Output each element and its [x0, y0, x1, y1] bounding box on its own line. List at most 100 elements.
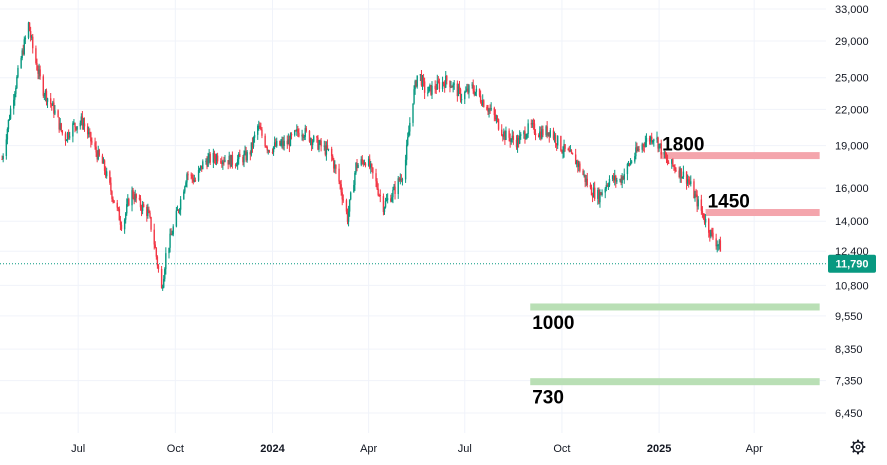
candle-body	[627, 163, 630, 165]
candle-body	[495, 118, 498, 120]
candle-body	[24, 37, 27, 40]
candle-body	[266, 147, 268, 151]
candle-body	[401, 179, 404, 181]
candle-body	[317, 137, 319, 150]
candle-body	[148, 209, 150, 213]
candle-body	[607, 185, 610, 187]
candle-body	[318, 143, 320, 150]
candle-body	[286, 140, 289, 145]
gear-icon[interactable]	[850, 439, 866, 455]
candle-body	[644, 141, 647, 147]
candle-body	[525, 137, 527, 140]
candle-body	[416, 75, 418, 87]
candle-body	[341, 192, 343, 200]
candle-body	[104, 170, 107, 177]
y-axis[interactable]: 33,000 29,000 25,000 22,000 19,000 16,000 14,0…	[828, 4, 876, 420]
candle-body	[101, 155, 104, 164]
candle-body	[271, 151, 274, 153]
y-tick-label: 8,350	[835, 344, 863, 356]
candle-body	[147, 209, 149, 216]
candle-body	[258, 125, 260, 127]
candle-body	[518, 135, 521, 144]
candle-body	[316, 136, 318, 138]
candle-body	[620, 179, 622, 184]
candle-body	[54, 110, 56, 114]
candle-body	[626, 163, 629, 175]
candle-body	[712, 232, 714, 239]
candle-body	[619, 179, 621, 181]
candle-body	[202, 161, 204, 170]
candle-body	[527, 123, 529, 135]
candle-body	[13, 99, 15, 109]
candle-body	[657, 137, 659, 149]
candle-body	[534, 133, 537, 136]
candle-body	[574, 154, 577, 165]
candle-body	[501, 129, 503, 136]
candle-body	[430, 85, 432, 95]
candle-body	[220, 161, 222, 163]
candle-body	[368, 158, 371, 168]
candle-body	[674, 166, 676, 171]
candle-body	[399, 178, 402, 181]
candle-body	[400, 178, 403, 181]
candle-body	[700, 199, 703, 211]
candle-body	[44, 90, 47, 96]
candle-body	[324, 145, 327, 155]
candle-body	[176, 209, 179, 211]
candle-body	[436, 80, 438, 90]
candle-body	[531, 122, 534, 125]
candle-body	[637, 149, 639, 151]
candle-body	[671, 159, 673, 164]
candle-body	[360, 159, 362, 165]
candle-body	[710, 229, 712, 237]
candle-body	[21, 50, 23, 59]
candle-body	[35, 48, 37, 64]
candle-body	[165, 253, 167, 270]
candle-body	[96, 152, 98, 160]
candle-body	[45, 90, 48, 102]
candle-body	[452, 83, 454, 88]
candle-body	[530, 123, 533, 125]
candle-body	[554, 135, 557, 144]
candle-body	[409, 122, 411, 132]
candle-body	[539, 131, 541, 138]
candle-body	[471, 84, 473, 86]
candle-body	[156, 256, 159, 266]
candle-body	[446, 75, 448, 81]
candle-body	[664, 151, 667, 158]
candle-body	[537, 135, 540, 138]
candle-body	[150, 217, 152, 230]
candle-body	[183, 191, 185, 200]
candle-body	[281, 140, 283, 144]
candle-body	[187, 174, 189, 176]
candle-body	[239, 153, 241, 157]
candle-body	[59, 123, 61, 130]
candle-body	[466, 88, 468, 91]
candle-body	[103, 160, 106, 171]
x-axis[interactable]: Jul Oct 2024 Apr Jul Oct 2025 Apr	[71, 443, 763, 455]
candle-body	[675, 170, 677, 172]
candle-body	[8, 118, 11, 120]
candle-body	[597, 189, 599, 199]
candle-body	[82, 123, 85, 126]
candle-body	[221, 162, 223, 164]
candle-body	[379, 194, 381, 197]
candle-body	[58, 117, 60, 130]
candle-body	[569, 150, 572, 152]
candle-body	[67, 132, 70, 138]
candle-body	[420, 74, 423, 86]
candle-body	[376, 181, 378, 189]
candle-body	[170, 233, 172, 236]
candle-body	[456, 83, 459, 97]
candle-body	[429, 85, 431, 87]
candle-body	[28, 22, 31, 32]
candle-body	[79, 122, 81, 127]
candle-body	[464, 92, 466, 100]
candle-body	[22, 50, 24, 55]
candle-body	[139, 198, 142, 208]
candle-body	[234, 164, 237, 166]
candle-body	[198, 168, 201, 171]
candle-body	[20, 58, 22, 68]
